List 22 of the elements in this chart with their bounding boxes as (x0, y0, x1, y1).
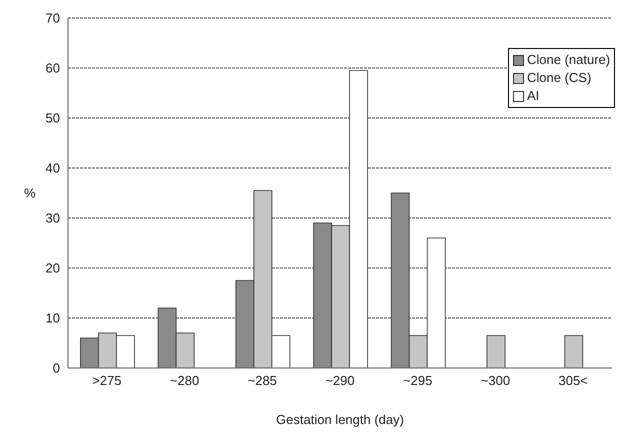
legend-label: AI (527, 87, 540, 105)
y-axis-title: % (24, 186, 36, 201)
bar (564, 335, 584, 368)
y-tick-label: 10 (46, 310, 60, 326)
y-tick-label: 70 (46, 10, 60, 26)
legend-label: Clone (CS) (527, 69, 592, 87)
x-tick-label: ~300 (480, 373, 510, 388)
x-tick-label: >275 (92, 373, 122, 388)
legend-label: Clone (nature) (527, 51, 610, 69)
y-tick-label: 0 (52, 360, 60, 376)
y-tick-label: 50 (46, 110, 60, 126)
y-tick-label: 30 (46, 210, 60, 226)
x-tick-label: ~295 (403, 373, 432, 388)
x-axis-title: Gestation length (day) (276, 412, 404, 427)
x-tick-label: ~290 (325, 373, 355, 388)
x-tick-label: ~280 (170, 373, 200, 388)
bar (486, 335, 506, 368)
y-tick-label: 20 (46, 260, 60, 276)
y-tick-label: 40 (46, 160, 60, 176)
x-tick-label: ~285 (248, 373, 277, 388)
y-tick-label: 60 (46, 60, 60, 76)
x-tick-label: 305< (558, 373, 588, 388)
